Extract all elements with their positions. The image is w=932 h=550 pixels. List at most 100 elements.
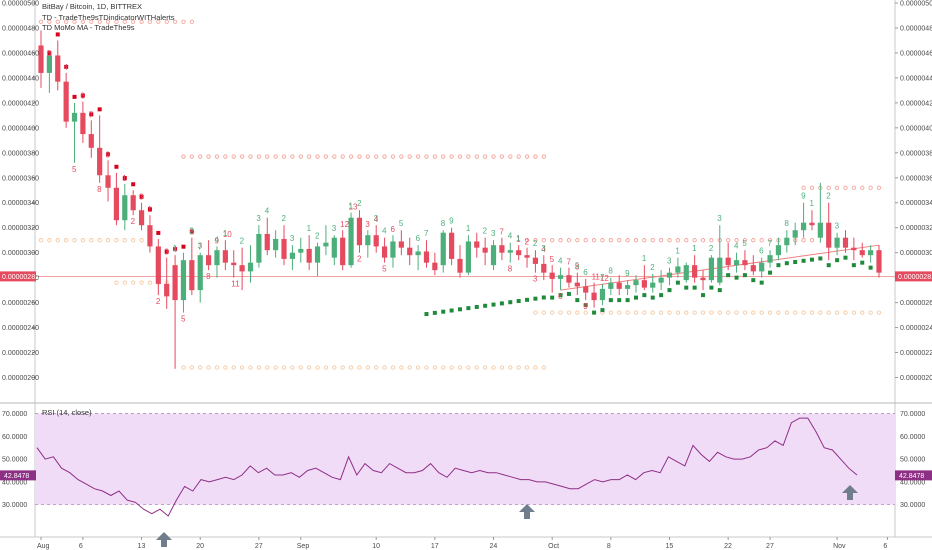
td-buy-count: 4: [265, 207, 270, 216]
momo-dot: [784, 261, 789, 266]
price-tick-label-left: 0.00000460: [2, 50, 39, 57]
td-sell-square: [147, 207, 152, 212]
candles-layer: [38, 30, 882, 369]
time-tick-label: Sep: [297, 543, 310, 550]
td-buy-count: 2: [533, 239, 538, 248]
support-dot: [38, 238, 44, 243]
resistance-dot: [600, 238, 605, 243]
support-dot: [348, 365, 354, 370]
support-dot: [105, 238, 111, 243]
support-dot: [524, 365, 530, 370]
momo-dot: [835, 258, 840, 263]
candle-body: [390, 241, 396, 258]
up-arrow-icon: [842, 485, 858, 500]
price-tick-label-left: 0.00000340: [2, 200, 39, 207]
td-sell-square: [156, 230, 161, 235]
resistance-dot: [80, 19, 86, 24]
candle-body: [566, 275, 572, 283]
support-dot: [424, 365, 429, 370]
candle-body: [541, 263, 547, 273]
td-buy-count: 3: [667, 257, 672, 266]
rsi-line: [36, 417, 858, 517]
support-dot: [834, 310, 840, 315]
candle-body: [105, 175, 111, 188]
support-dot: [851, 310, 857, 315]
td-sell-count: 4: [541, 245, 546, 254]
momo-dot: [466, 306, 471, 311]
td-buy-count: 2: [709, 244, 714, 253]
td-buy-count: 4: [508, 232, 513, 241]
candle-body: [71, 112, 78, 122]
support-dot: [809, 310, 815, 315]
support-dot: [114, 280, 119, 285]
td-buy-count: 1: [173, 244, 178, 253]
momo-dot: [541, 295, 546, 300]
td-buy-count: 1: [516, 234, 521, 243]
td-sell-count: 5: [181, 315, 186, 324]
momo-dot: [851, 263, 856, 268]
up-arrow-icon: [519, 504, 535, 519]
momo-dot: [717, 288, 722, 293]
support-dot: [843, 310, 848, 315]
resistance-dot: [223, 154, 228, 159]
candle-body: [180, 260, 187, 301]
candle-body: [800, 222, 807, 231]
candle-body: [725, 257, 731, 266]
support-dot: [533, 310, 538, 315]
resistance-dot: [734, 238, 739, 243]
candle-body: [599, 288, 606, 301]
td-sell-count: 2: [131, 217, 136, 226]
rsi-label[interactable]: RSI (14, close): [42, 408, 92, 417]
td-sell-square: [47, 51, 52, 56]
td-buy-count: 8: [608, 267, 613, 276]
candle-body: [474, 241, 480, 248]
last-price-badge-right: [895, 271, 932, 282]
td-sell-count: 1: [122, 174, 127, 183]
support-dot: [675, 310, 681, 315]
resistance-dot: [189, 19, 194, 24]
price-tick-label-left: 0.00000240: [2, 325, 39, 332]
td-sell-count: 8: [206, 272, 211, 281]
resistance-dot: [239, 154, 245, 159]
candle-body: [206, 255, 212, 266]
resistance-dot: [365, 154, 370, 159]
time-tick-label: 20: [196, 543, 204, 550]
support-dot: [248, 365, 253, 370]
momo-dot: [491, 302, 496, 307]
indicator-td-label[interactable]: TD - TradeThe9sTDindicatorWITHalerts: [42, 13, 175, 22]
momo-dot: [516, 299, 521, 304]
resistance-dot: [575, 238, 580, 243]
resistance-dot: [499, 154, 505, 159]
candle-body: [692, 265, 698, 278]
resistance-dot: [206, 154, 211, 159]
td-sell-count: 8: [97, 185, 102, 194]
price-tick-label-right: 0.00000380: [900, 150, 932, 157]
td-sell-square: [139, 194, 144, 199]
price-tick-label-right: 0.00000240: [900, 325, 932, 332]
td-buy-count: 9: [625, 269, 630, 278]
candle-body: [742, 260, 748, 266]
td-buy-count: 8: [784, 219, 789, 228]
resistance-dot: [415, 154, 421, 159]
td-sell-square: [181, 244, 186, 249]
candle-body: [197, 255, 203, 291]
time-tick-label: 15: [666, 543, 674, 550]
td-sell-count: 3: [164, 248, 169, 257]
resistance-dot: [449, 154, 454, 159]
td-buy-count: 5: [742, 239, 747, 248]
candle-body: [700, 277, 706, 281]
support-dot: [776, 310, 781, 315]
td-buy-count: 1: [466, 224, 471, 233]
indicator-momo-label[interactable]: TD MoMo MA - TradeThe9s: [42, 23, 135, 32]
candle-body: [876, 250, 882, 273]
support-dot: [709, 310, 714, 315]
resistance-dot: [541, 238, 546, 243]
support-dot: [189, 365, 194, 370]
td-sell-count: 6: [80, 92, 85, 101]
rsi-band: [35, 413, 895, 505]
resistance-dot: [625, 238, 630, 243]
td-sell-count: 1: [147, 205, 152, 214]
rsi-tick-label-left: 60.0000: [2, 434, 27, 441]
support-dot: [80, 238, 86, 243]
